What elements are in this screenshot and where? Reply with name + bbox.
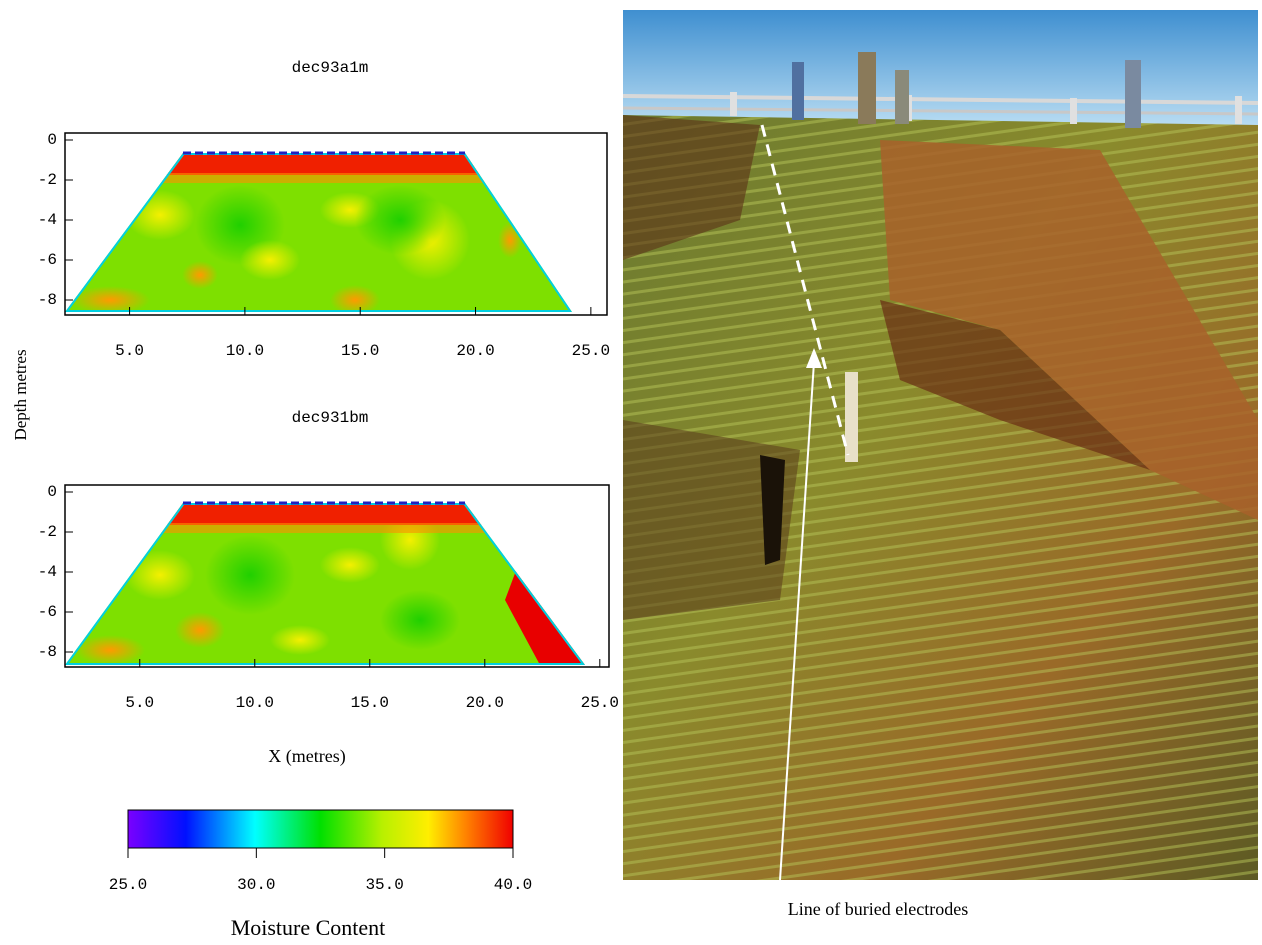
field-edge — [65, 153, 572, 312]
heatmap — [65, 151, 572, 312]
field-blob — [125, 550, 195, 600]
x-tick-label: 25.0 — [581, 694, 619, 712]
field-blob — [182, 261, 218, 289]
colorbar-tick-label: 30.0 — [237, 876, 275, 894]
heatmap-field — [65, 503, 585, 665]
y-tick-label: -2 — [38, 523, 57, 541]
field-blob — [380, 590, 460, 650]
heatmap — [65, 501, 585, 665]
field-blob — [270, 625, 330, 655]
heatmap-field — [65, 153, 572, 312]
x-tick-label: 20.0 — [466, 694, 504, 712]
colorbar-tick-label: 40.0 — [494, 876, 532, 894]
field-blob — [205, 535, 295, 615]
axes-frame — [64, 484, 610, 668]
field-blob — [75, 635, 145, 665]
field-top-fade — [65, 173, 572, 183]
x-tick-label: 10.0 — [226, 342, 264, 360]
colorbar-label: Moisture Content — [231, 915, 386, 940]
axes-frame — [64, 132, 608, 316]
y-tick-label: -2 — [38, 171, 57, 189]
x-axis-label: X (metres) — [268, 746, 345, 767]
x-tick-label: 5.0 — [125, 694, 154, 712]
field-edge — [65, 503, 585, 665]
panel-title: dec93a1m — [292, 59, 369, 77]
field-blob — [498, 222, 522, 258]
panel-title: dec931bm — [292, 409, 369, 427]
field-blob — [240, 240, 300, 280]
field-blob — [175, 612, 225, 648]
y-tick-label: -4 — [38, 563, 57, 581]
field-top — [65, 153, 572, 175]
x-tick-label: 15.0 — [351, 694, 389, 712]
y-tick-label: -8 — [38, 291, 57, 309]
field-blob — [320, 547, 380, 583]
y-tick-label: -8 — [38, 643, 57, 661]
field-blob — [125, 190, 195, 240]
y-tick-label: -6 — [38, 603, 57, 621]
x-tick-label: 5.0 — [115, 342, 144, 360]
x-tick-label: 20.0 — [456, 342, 494, 360]
field-blob — [355, 185, 445, 255]
y-tick-label: 0 — [47, 483, 57, 501]
x-tick-label: 10.0 — [236, 694, 274, 712]
y-tick-label: 0 — [47, 131, 57, 149]
colorbar — [127, 809, 514, 849]
y-axis-label: Depth metres — [11, 349, 30, 440]
colorbar-tick-label: 25.0 — [109, 876, 147, 894]
x-tick-label: 15.0 — [341, 342, 379, 360]
field-top — [65, 503, 585, 525]
y-tick-label: -6 — [38, 251, 57, 269]
photo — [622, 10, 1259, 881]
photo-caption: Line of buried electrodes — [788, 899, 968, 919]
field-blob — [330, 285, 380, 312]
y-tick-label: -4 — [38, 211, 57, 229]
colorbar-tick-label: 35.0 — [365, 876, 403, 894]
x-tick-label: 25.0 — [572, 342, 610, 360]
field-top-fade — [65, 523, 585, 533]
